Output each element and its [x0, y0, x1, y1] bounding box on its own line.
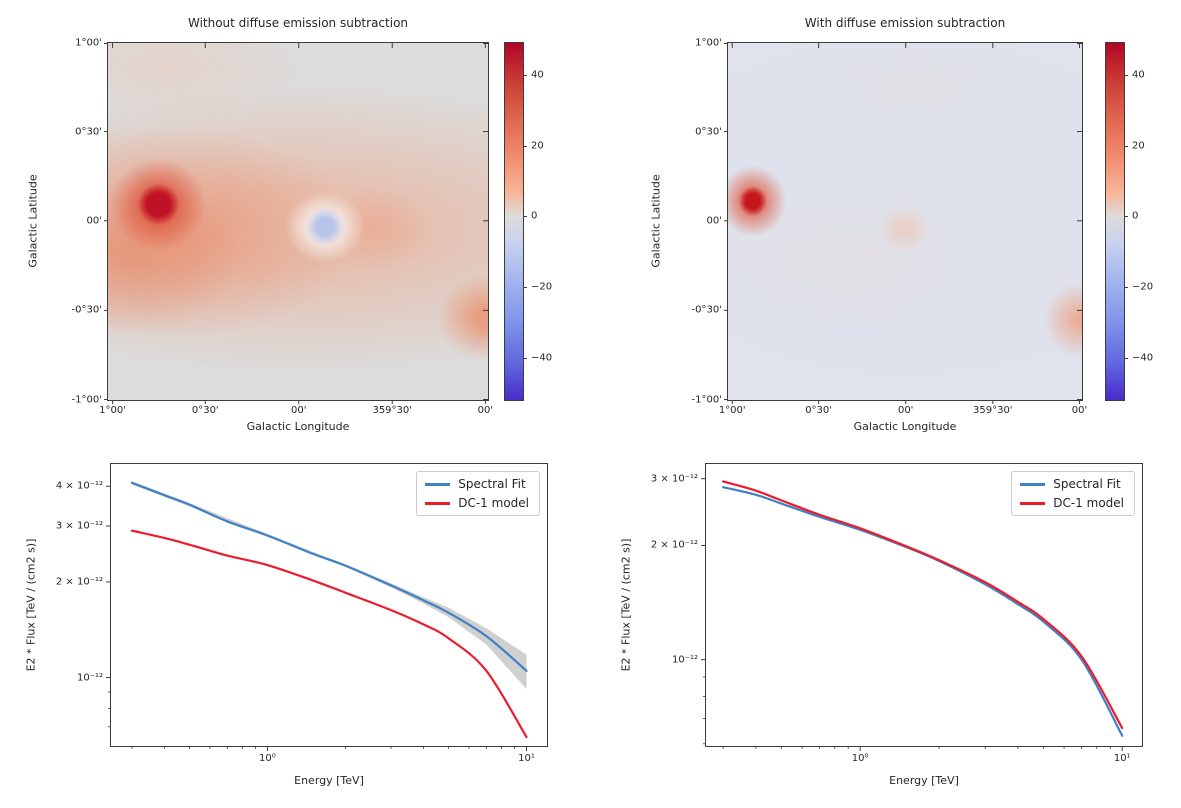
y-tick-label: 3 × 10⁻¹² — [650, 473, 698, 485]
legend-line-swatch — [425, 482, 451, 486]
x-tick-label: 0°30' — [805, 405, 833, 416]
legend: Spectral Fit DC-1 model — [416, 471, 540, 516]
spectrum-with-subtraction-xlabel: Energy [TeV] — [889, 774, 959, 787]
legend-entry: DC-1 model — [425, 496, 529, 510]
spectrum-without-subtraction-ylabel: E2 * Flux [TeV / (cm2 s)] — [24, 538, 38, 672]
spectrum-with-subtraction-ylabel: E2 * Flux [TeV / (cm2 s)] — [619, 538, 633, 672]
colorbar-tick — [1124, 216, 1128, 218]
legend-line-swatch — [425, 501, 451, 505]
colorbar-tick — [1124, 286, 1128, 288]
legend-label: DC-1 model — [458, 496, 529, 510]
colorbar-tick — [523, 74, 527, 76]
spectrum-without-subtraction-plot: 10⁰ 10¹ 4 × 10⁻¹² 3 × 10⁻¹² 2 × 10⁻¹² 10⁻¹² Sp… — [56, 463, 548, 764]
legend-entry: DC-1 model — [1020, 496, 1124, 510]
legend-line-swatch — [1020, 501, 1046, 505]
map-without-subtraction-plot: 1°00' 0°30' 00' 359°30' 00' 1°00' 0°30' 00' -0°3… — [72, 38, 494, 417]
x-tick-label: 0°30' — [191, 405, 219, 416]
map-axes-ticks — [724, 43, 1082, 404]
colorbar-tick-label: −40 — [1132, 352, 1154, 364]
spectrum-plot-svg — [701, 478, 1124, 751]
series-line-spectral-fit — [130, 481, 528, 672]
map-without-subtraction-ylabel: Galactic Latitude — [26, 174, 40, 268]
spectrum-with-subtraction-plot: 10⁰ 10¹ 3 × 10⁻¹² 2 × 10⁻¹² 10⁻¹² Spectral Fi… — [651, 463, 1143, 764]
y-tick-label: 4 × 10⁻¹² — [55, 480, 103, 492]
colorbar-tick-label: 20 — [1132, 140, 1145, 151]
sky-map-image — [108, 43, 488, 400]
colorbar-tick — [1124, 74, 1128, 76]
y-tick-label: 10⁻¹² — [76, 672, 103, 684]
colorbar-tick — [523, 145, 527, 147]
x-tick-label: 00' — [897, 405, 914, 416]
y-tick-label: 1°00' — [75, 37, 102, 49]
y-tick-label: 0°30' — [695, 126, 722, 138]
x-tick-label: 1°00' — [718, 405, 746, 416]
y-tick-label: 00' — [86, 215, 102, 227]
y-tick-label: 2 × 10⁻¹² — [650, 539, 698, 551]
map-axes-ticks — [104, 43, 488, 404]
colorbar-tick-label: −20 — [531, 281, 553, 293]
x-tick-label: 00' — [1071, 405, 1088, 416]
x-tick-label: 10¹ — [518, 753, 535, 764]
colorbar-tick — [523, 286, 527, 288]
colorbar-tick-label: 0 — [1132, 210, 1139, 222]
series-line-dc-1-model — [722, 480, 1124, 730]
x-tick-label: 10⁰ — [851, 753, 869, 764]
legend-line-swatch — [1020, 482, 1046, 486]
colorbar-tick-label: 40 — [1132, 69, 1145, 81]
y-tick-label: -0°30' — [691, 304, 722, 316]
colorbar-tick — [523, 216, 527, 218]
y-tick-label: -0°30' — [71, 304, 102, 316]
legend-entry: Spectral Fit — [425, 477, 529, 491]
y-tick-label: 3 × 10⁻¹² — [55, 520, 103, 532]
map-without-subtraction-xlabel: Galactic Longitude — [246, 420, 350, 433]
legend-label: Spectral Fit — [1053, 477, 1121, 491]
colorbar-tick-label: −20 — [1132, 281, 1154, 293]
x-tick-label: 00' — [477, 405, 494, 416]
legend: Spectral Fit DC-1 model — [1011, 471, 1135, 516]
colorbar-without-subtraction: 40 20 0 −20 −40 — [504, 42, 552, 401]
y-tick-label: 10⁻¹² — [671, 654, 698, 666]
series-line-dc-1-model — [130, 529, 528, 739]
map-with-subtraction-xlabel: Galactic Longitude — [853, 420, 957, 433]
x-tick-label: 00' — [291, 405, 307, 416]
map-with-subtraction-ylabel: Galactic Latitude — [649, 174, 663, 268]
colorbar-tick — [1124, 357, 1128, 359]
x-tick-label: 1°00' — [99, 405, 126, 416]
colorbar-tick-label: 20 — [531, 140, 544, 151]
y-tick-label: 00' — [706, 215, 722, 227]
legend-label: DC-1 model — [1053, 496, 1124, 510]
colorbar-tick-label: −40 — [531, 352, 553, 364]
x-tick-label: 359°30' — [973, 405, 1013, 416]
colorbar-tick-label: 40 — [531, 69, 544, 81]
spectrum-without-subtraction-xlabel: Energy [TeV] — [294, 774, 364, 787]
map-with-subtraction-plot: 1°00' 0°30' 00' 359°30' 00' 1°00' 0°30' 00' -0°3… — [692, 38, 1088, 417]
series-line-spectral-fit — [722, 486, 1124, 737]
y-tick-label: 0°30' — [75, 126, 102, 138]
colorbar-tick-label: 0 — [531, 210, 538, 222]
x-tick-label: 10⁰ — [259, 753, 276, 764]
x-tick-label: 10¹ — [1113, 753, 1131, 764]
map-without-subtraction-title: Without diffuse emission subtraction — [187, 16, 409, 30]
sky-map-image — [728, 43, 1082, 400]
y-tick-label: 2 × 10⁻¹² — [55, 576, 103, 588]
y-tick-label: -1°00' — [691, 394, 722, 406]
colorbar-with-subtraction: 40 20 0 −20 −40 — [1105, 42, 1153, 401]
y-tick-label: 1°00' — [695, 37, 722, 49]
map-with-subtraction-title: With diffuse emission subtraction — [804, 16, 1006, 30]
x-tick-label: 359°30' — [372, 405, 413, 416]
colorbar-tick — [1124, 145, 1128, 147]
y-tick-label: -1°00' — [71, 394, 102, 406]
colorbar-tick — [523, 357, 527, 359]
legend-entry: Spectral Fit — [1020, 477, 1124, 491]
legend-label: Spectral Fit — [458, 477, 526, 491]
spectrum-plot-svg — [106, 481, 528, 751]
